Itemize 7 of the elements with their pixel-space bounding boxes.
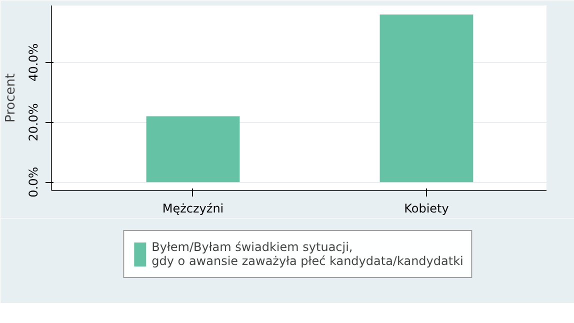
x-tick-label: Kobiety bbox=[404, 202, 449, 216]
x-tick-label: Mężczyźni bbox=[162, 202, 224, 216]
legend-label: Byłem/Byłam świadkiem sytuacji, gdy o awansie zaważyła płeć kandydata/kandydatki bbox=[152, 239, 464, 269]
y-axis-title: Procent bbox=[4, 73, 18, 123]
y-tick-label: 40.0% bbox=[26, 43, 40, 82]
y-tick-label: 20.0% bbox=[26, 103, 40, 142]
y-tick-label: 0.0% bbox=[26, 166, 40, 198]
